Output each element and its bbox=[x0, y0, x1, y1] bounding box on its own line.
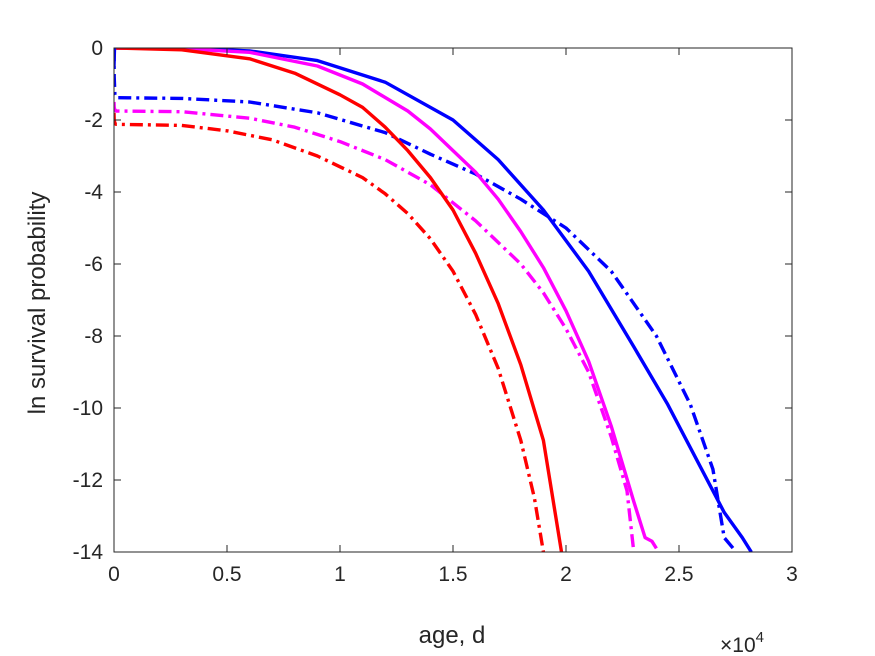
y-tick-label: -12 bbox=[73, 469, 103, 492]
x-tick-label: 1.5 bbox=[438, 563, 467, 586]
series-line-3 bbox=[116, 48, 658, 550]
x-tick-label: 0 bbox=[108, 563, 120, 586]
x-tick-label: 2 bbox=[560, 563, 572, 586]
y-tick-label: -10 bbox=[73, 397, 103, 420]
ticks-layer: 0 0.5 1 1.5 2 2.5 3 0 -2 -4 -6 -8 -10 -12 -14 bbox=[73, 37, 798, 586]
plot-background bbox=[114, 48, 792, 552]
series-line-5 bbox=[116, 48, 564, 552]
x-axis-label: age, d bbox=[419, 622, 486, 649]
y-tick-label: 0 bbox=[91, 37, 103, 60]
y-tick-label: -14 bbox=[73, 541, 104, 564]
x-tick-label: 0.5 bbox=[212, 563, 241, 586]
x-tick-label: 2.5 bbox=[664, 563, 693, 586]
series-line-1 bbox=[114, 48, 753, 552]
x-axis-multiplier: ×104 bbox=[720, 629, 764, 656]
x-tick-label: 1 bbox=[334, 563, 346, 586]
x-axis-multiplier-exponent: 4 bbox=[756, 629, 764, 646]
series-line-6 bbox=[114, 112, 546, 552]
y-tick-label: -4 bbox=[84, 181, 103, 204]
series-layer bbox=[114, 48, 753, 552]
y-axis-label: ln survival probability bbox=[24, 192, 51, 415]
y-tick-label: -6 bbox=[84, 253, 103, 276]
plot-area bbox=[114, 48, 792, 552]
series-line-2 bbox=[114, 48, 735, 550]
x-axis-multiplier-base: ×10 bbox=[720, 634, 756, 656]
series-line-4 bbox=[114, 101, 636, 552]
x-tick-label: 3 bbox=[786, 563, 798, 586]
y-tick-label: -8 bbox=[84, 325, 103, 348]
y-tick-label: -2 bbox=[84, 109, 103, 132]
